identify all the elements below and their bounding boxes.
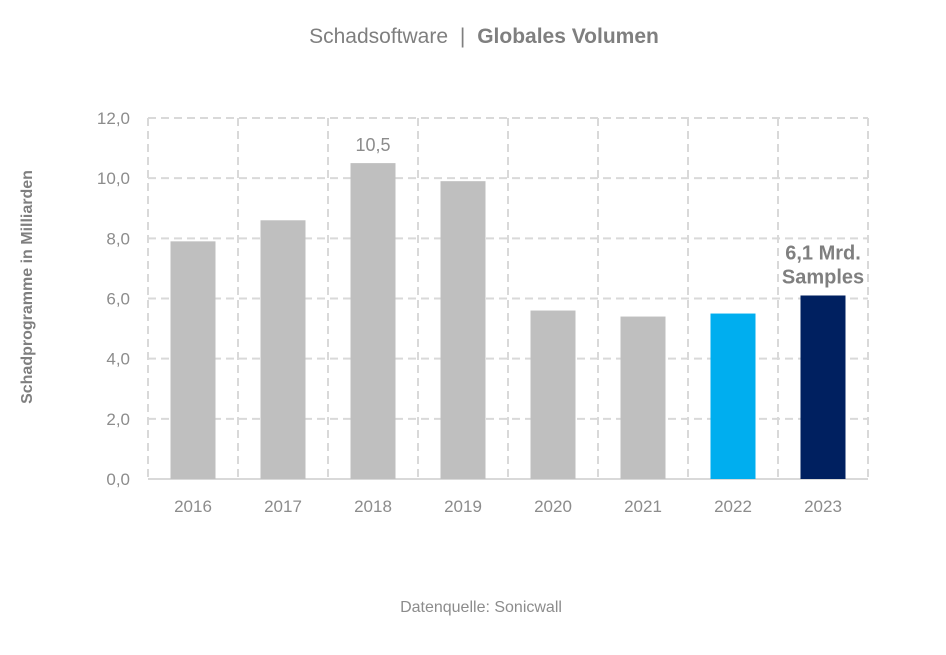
- bar-2022: [710, 313, 756, 479]
- y-tick-label: 10,0: [97, 169, 130, 188]
- data-label-2023: 6,1 Mrd.: [785, 242, 861, 264]
- annotations: 10,5 6,1 Mrd.Samples: [355, 135, 864, 288]
- x-tick-label: 2018: [354, 497, 392, 516]
- bar-2019: [440, 181, 486, 480]
- chart-title-bold: Globales Volumen: [477, 25, 659, 48]
- bar-2020: [530, 310, 576, 479]
- chart-title: Schadsoftware | Globales Volumen: [309, 25, 659, 48]
- bar-2023: [800, 295, 846, 479]
- data-label-2018: 10,5: [355, 135, 390, 155]
- data-label-2023: Samples: [782, 266, 864, 288]
- x-tick-label: 2019: [444, 497, 482, 516]
- chart-title-separator: |: [460, 25, 465, 48]
- y-tick-label: 0,0: [106, 470, 130, 489]
- x-tick-label: 2020: [534, 497, 572, 516]
- x-tick-label: 2022: [714, 497, 752, 516]
- y-axis-ticks: 0,0 2,0 4,0 6,0 8,0 10,0 12,0: [97, 109, 130, 489]
- x-tick-label: 2017: [264, 497, 302, 516]
- bar-2021: [620, 316, 666, 479]
- y-tick-label: 12,0: [97, 109, 130, 128]
- y-tick-label: 2,0: [106, 410, 130, 429]
- y-tick-label: 6,0: [106, 290, 130, 309]
- y-tick-label: 4,0: [106, 350, 130, 369]
- chart-title-light: Schadsoftware: [309, 25, 448, 48]
- bar-2018: [350, 163, 396, 479]
- y-tick-label: 8,0: [106, 229, 130, 248]
- y-axis-label: Schadprogramme in Milliarden: [19, 170, 36, 404]
- x-tick-label: 2016: [174, 497, 212, 516]
- x-tick-label: 2023: [804, 497, 842, 516]
- x-axis-ticks: 2016 2017 2018 2019 2020 2021 2022 2023: [174, 497, 842, 516]
- x-tick-label: 2021: [624, 497, 662, 516]
- grid: [147, 117, 869, 480]
- bars: [170, 163, 846, 480]
- source-note: Datenquelle: Sonicwall: [400, 599, 562, 616]
- bar-2017: [260, 220, 306, 480]
- bar-2016: [170, 241, 216, 479]
